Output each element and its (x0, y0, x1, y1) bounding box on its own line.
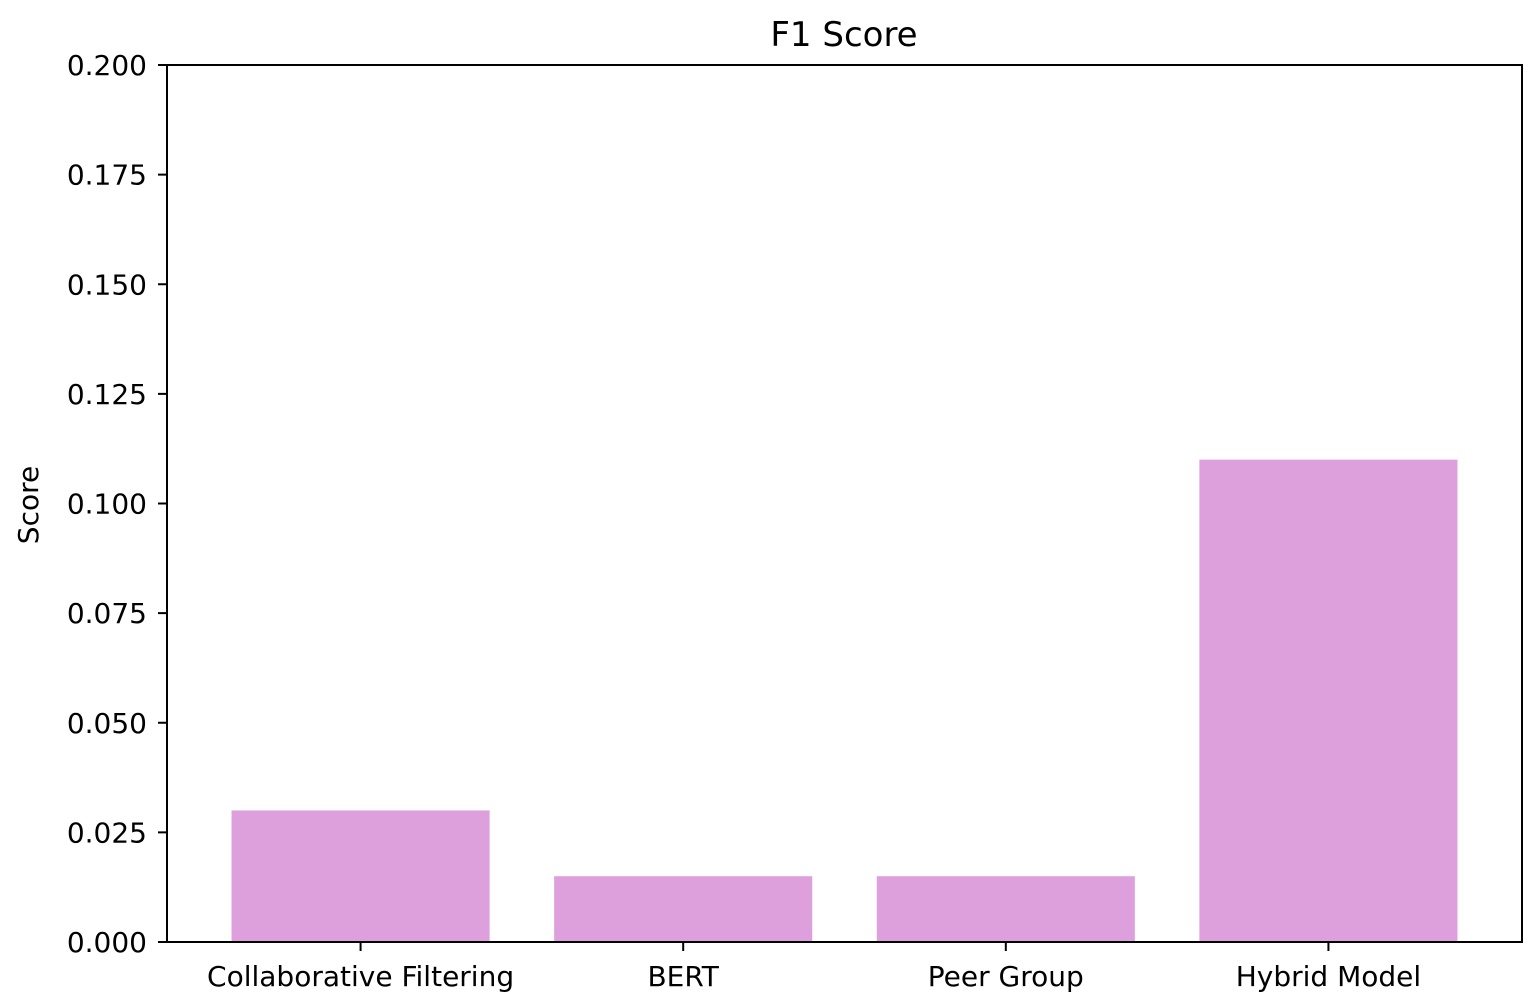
x-axis-ticks: Collaborative Filtering BERT Peer Group Hyb… (207, 942, 1421, 993)
bar-peer-group (876, 876, 1135, 942)
y-axis-label: Score (12, 466, 45, 544)
x-tick-label: BERT (647, 960, 719, 993)
y-tick-label: 0.150 (67, 268, 147, 301)
bar-collaborative-filtering (231, 810, 490, 942)
chart-title: F1 Score (770, 15, 917, 55)
y-tick-label: 0.075 (67, 597, 147, 630)
x-tick-label: Hybrid Model (1236, 960, 1421, 993)
y-tick-label: 0.025 (67, 816, 147, 849)
y-tick-label: 0.200 (67, 49, 147, 82)
y-tick-label: 0.125 (67, 378, 147, 411)
bar-bert (554, 876, 813, 942)
y-tick-label: 0.100 (67, 488, 147, 521)
y-tick-label: 0.175 (67, 159, 147, 192)
bar-hybrid-model (1199, 459, 1458, 942)
plot-frame (166, 64, 1523, 943)
bars-group (231, 459, 1458, 942)
y-tick-label: 0.000 (67, 926, 147, 959)
y-axis-ticks: 0.000 0.025 0.050 0.075 0.100 0.125 0.150 0.175… (67, 49, 167, 959)
x-tick-label: Peer Group (928, 960, 1084, 993)
y-tick-label: 0.050 (67, 707, 147, 740)
x-tick-label: Collaborative Filtering (207, 960, 514, 993)
